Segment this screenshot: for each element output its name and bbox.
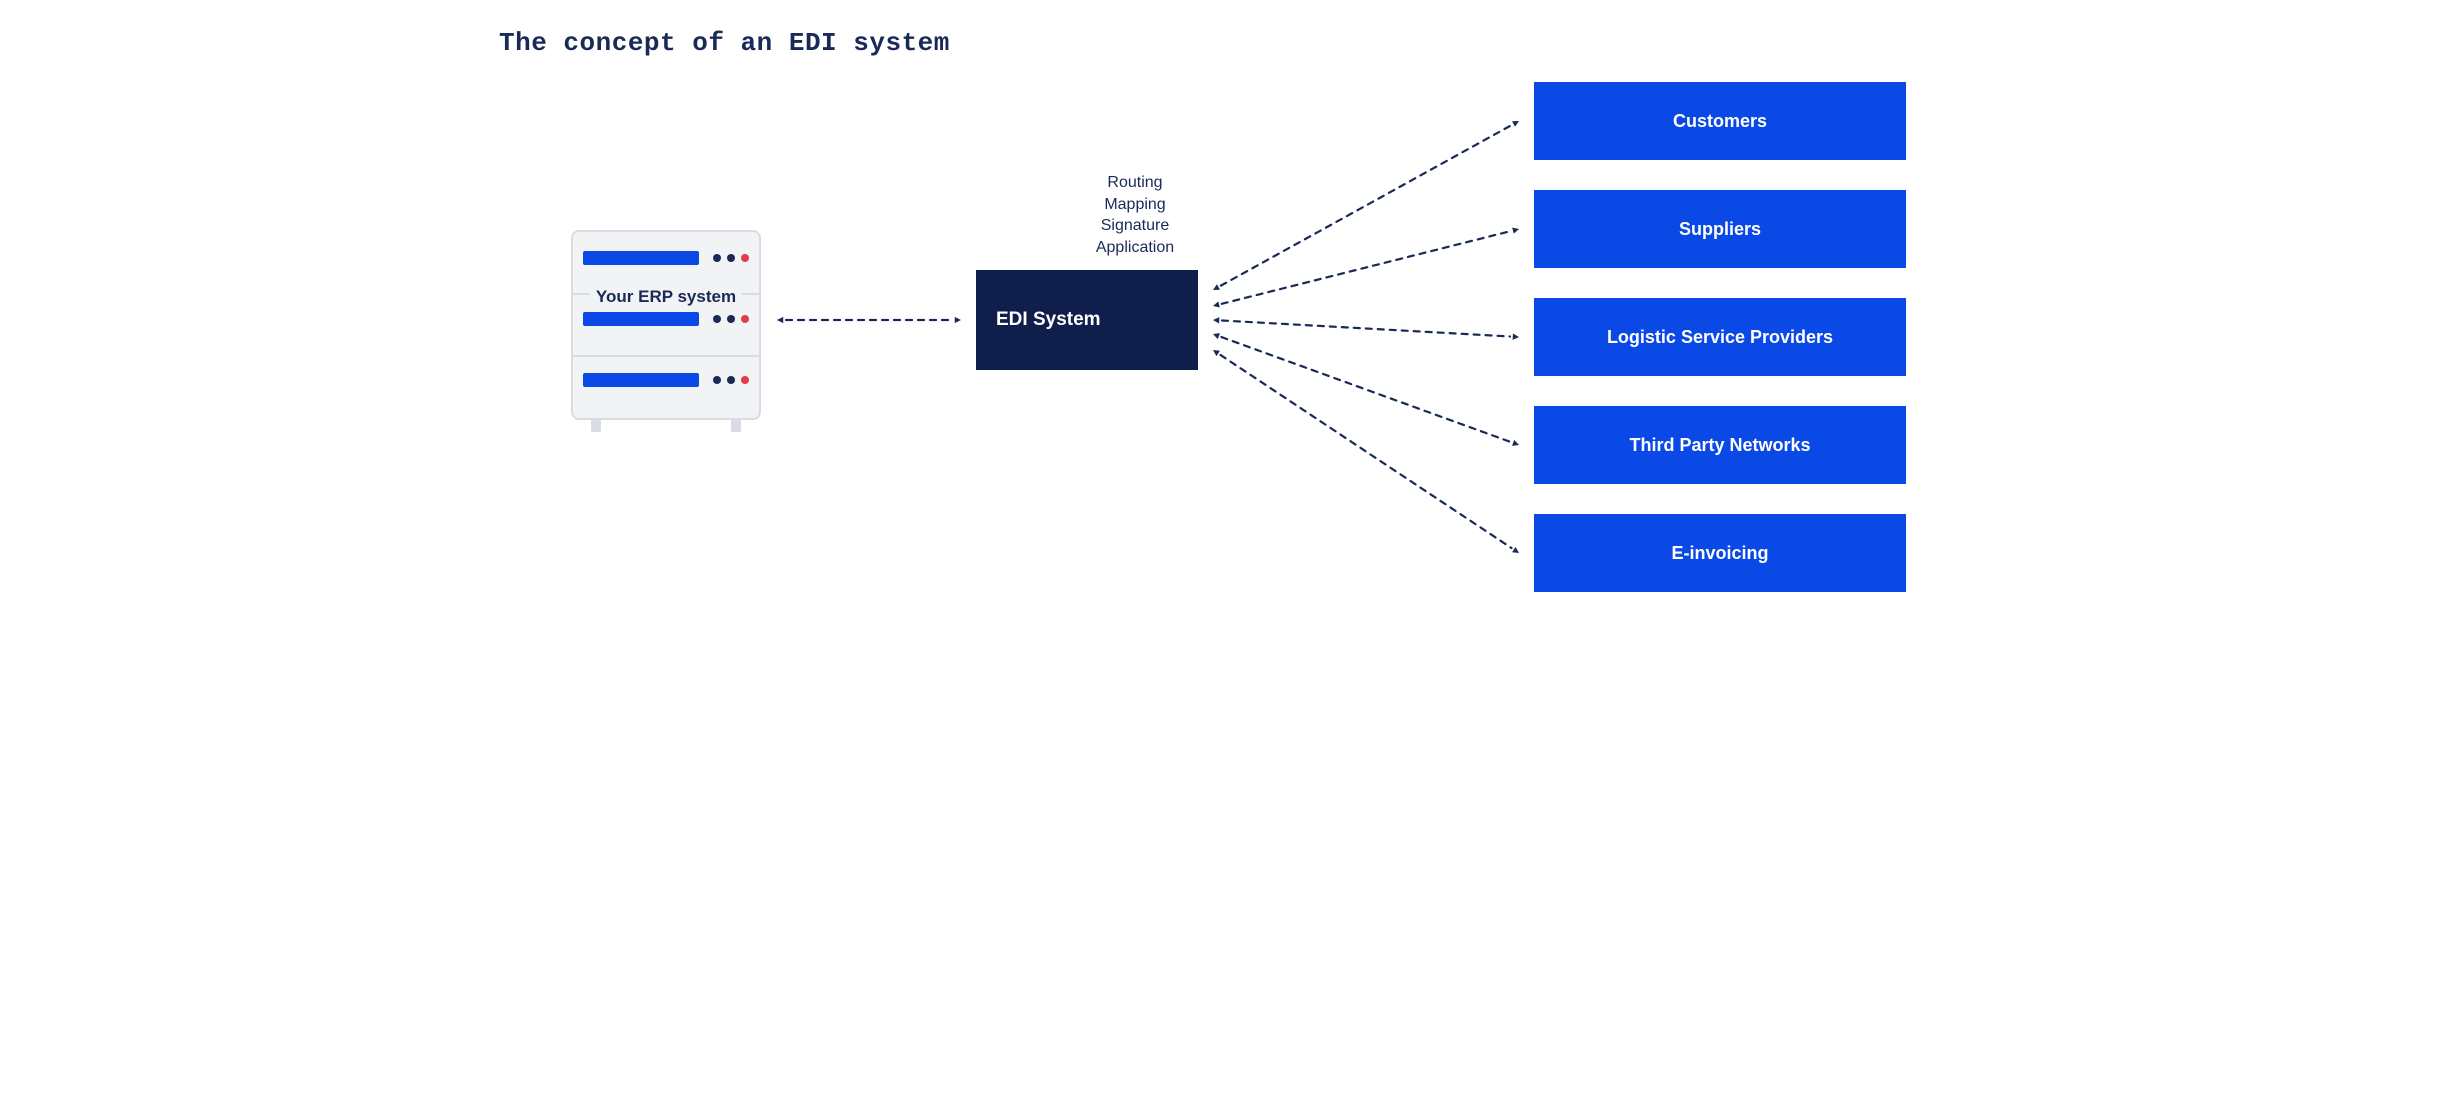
server-leds (713, 315, 749, 323)
erp-label: Your ERP system (590, 285, 742, 309)
server-leds (713, 254, 749, 262)
diagram-title: The concept of an EDI system (499, 28, 950, 58)
target-label: Third Party Networks (1629, 435, 1810, 456)
annotation-line: Mapping (1075, 194, 1195, 216)
target-label: E-invoicing (1671, 543, 1768, 564)
target-third-party: Third Party Networks (1534, 406, 1906, 484)
target-label: Customers (1673, 111, 1767, 132)
annotation-line: Application (1075, 237, 1195, 259)
edi-node: EDI System (976, 270, 1198, 370)
server-leds (713, 376, 749, 384)
edi-annotations: Routing Mapping Signature Application (1075, 172, 1195, 258)
server-icon (571, 230, 761, 420)
server-bar (583, 251, 699, 265)
target-customers: Customers (1534, 82, 1906, 160)
annotation-line: Signature (1075, 215, 1195, 237)
edi-label: EDI System (996, 309, 1101, 331)
target-suppliers: Suppliers (1534, 190, 1906, 268)
target-label: Suppliers (1679, 219, 1761, 240)
server-bar (583, 373, 699, 387)
annotation-line: Routing (1075, 172, 1195, 194)
target-logistic: Logistic Service Providers (1534, 298, 1906, 376)
erp-node: Your ERP system (571, 230, 761, 420)
target-label: Logistic Service Providers (1607, 327, 1833, 348)
target-einvoicing: E-invoicing (1534, 514, 1906, 592)
server-bar (583, 312, 699, 326)
diagram-canvas: The concept of an EDI system (461, 0, 1999, 691)
